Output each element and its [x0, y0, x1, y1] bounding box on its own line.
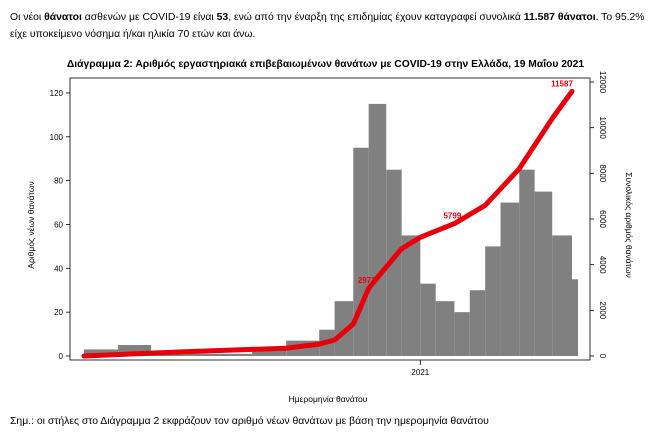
cumulative-line: 2971 5799 11587 [81, 79, 575, 359]
bar [552, 235, 572, 356]
bar [435, 301, 455, 356]
bar [386, 169, 402, 356]
y2-axis-label: Συνολικός αριθμός θανάτων [624, 172, 634, 278]
bar [500, 202, 520, 356]
bar [401, 235, 421, 356]
y-tick-label: 100 [50, 133, 64, 142]
y-axis-label: Αριθμός νέων θανάτων [26, 181, 36, 268]
bar [368, 103, 387, 356]
chart-title: Διάγραμμα 2: Αριθμός εργαστηριακά επιβεβ… [66, 59, 585, 70]
y-tick-label: 0 [59, 352, 64, 361]
bar [454, 312, 470, 356]
intro-text-1: Οι νέοι [10, 12, 42, 23]
intro-text-4: . Το 95.2% είχε υποκείμενο νόσημα ή/και … [10, 12, 645, 40]
bar [420, 283, 436, 356]
intro-deaths-word: θάνατοι [44, 12, 82, 23]
line-value-label: 11587 [551, 79, 573, 88]
bar [353, 147, 369, 356]
intro-total-deaths: 11.587 θάνατοι [523, 12, 596, 23]
y2-tick-label: 2000 [598, 301, 607, 319]
bar [519, 169, 535, 356]
y2-tick-label: 12000 [598, 71, 607, 94]
cumulative-line-path [81, 88, 575, 359]
y-tick-label: 60 [54, 220, 63, 229]
y2-tick-label: 8000 [598, 164, 607, 182]
y2-tick-label: 4000 [598, 256, 607, 274]
intro-text-2: ασθενών με COVID-19 είναι [84, 12, 214, 23]
line-value-label: 2971 [358, 276, 376, 285]
bar [252, 349, 287, 356]
y2-tick-label: 0 [598, 354, 607, 359]
bar [534, 191, 553, 356]
y-tick-label: 120 [50, 89, 64, 98]
bar [185, 353, 219, 356]
bar-series [84, 103, 578, 356]
bar [469, 290, 486, 356]
bar [118, 345, 152, 356]
intro-new-deaths: 53 [216, 12, 229, 23]
x-tick-label: 2021 [411, 368, 429, 377]
footnote: Σημ.: οι στήλες στο Διάγραμμα 2 εκφράζου… [10, 416, 489, 427]
bar [572, 279, 578, 356]
y-tick-label: 40 [54, 264, 63, 273]
bar [334, 301, 354, 356]
bar [218, 353, 253, 356]
y-tick-label: 20 [54, 308, 63, 317]
axes: 0 20 40 60 80 100 120 0 2000 4000 6000 8000 10000 120… [50, 71, 607, 377]
intro-text-3: , ενώ από την έναρξη της επιδημίας έχουν… [228, 12, 521, 23]
bar [84, 349, 119, 356]
y2-tick-label: 6000 [598, 210, 607, 228]
x-axis-label: Ημερομηνία θανάτου [289, 394, 368, 404]
y-tick-label: 80 [54, 177, 63, 186]
y2-tick-label: 10000 [598, 117, 607, 140]
intro-paragraph: Οι νέοι θάνατοι ασθενών με COVID-19 είνα… [10, 9, 645, 43]
bar [485, 246, 501, 356]
line-value-label: 5799 [443, 212, 461, 221]
